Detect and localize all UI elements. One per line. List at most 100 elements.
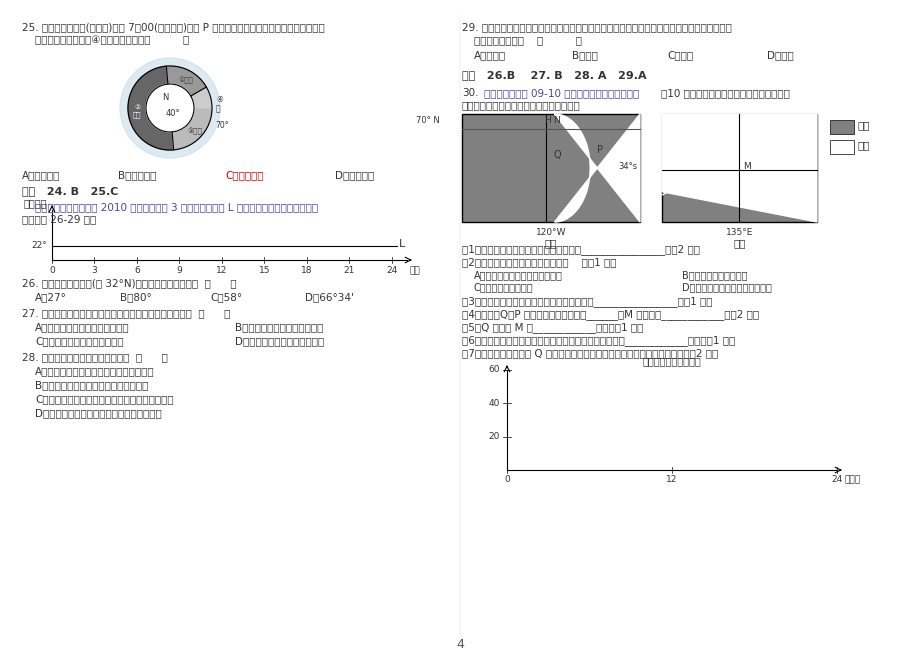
Text: 地方时: 地方时 — [844, 475, 860, 484]
Text: （吉林省吉林市 09-10 学年高三第一次模拟考试）: （吉林省吉林市 09-10 学年高三第一次模拟考试） — [483, 88, 639, 98]
Text: 3: 3 — [92, 266, 97, 275]
Text: 40: 40 — [488, 399, 499, 408]
Text: ③冬至: ③冬至 — [187, 128, 202, 135]
Text: 18: 18 — [301, 266, 312, 275]
Text: （4）该日，Q、P 两地的夜长大小关系是______，M 地昼长为____________。（2 分）: （4）该日，Q、P 两地的夜长大小关系是______，M 地昼长为_______… — [461, 309, 758, 320]
Text: C．温和多雨: C．温和多雨 — [225, 170, 264, 180]
Text: 黑夜: 黑夜 — [857, 120, 869, 130]
Text: N: N — [552, 116, 559, 125]
Text: （6）该日，游客在泰山观日出时，日出方位应位于泰山的____________方向。（1 分）: （6）该日，游客在泰山观日出时，日出方位应位于泰山的____________方向… — [461, 335, 734, 346]
Text: 太阳高度（单位：度）: 太阳高度（单位：度） — [642, 356, 700, 366]
Text: 40°: 40° — [165, 109, 180, 118]
Text: 24: 24 — [386, 266, 397, 275]
Text: ①夏至: ①夏至 — [178, 77, 193, 84]
Text: 太阳高度: 太阳高度 — [24, 198, 47, 208]
Text: 30.: 30. — [461, 88, 478, 98]
Text: A．两极地区的极昼时间将会变短: A．两极地区的极昼时间将会变短 — [35, 322, 130, 332]
Text: B．从地中海驶往大西洋的船只逆风逆水: B．从地中海驶往大西洋的船只逆风逆水 — [35, 380, 148, 390]
Text: B．地球上的温带范围将会扩大: B．地球上的温带范围将会扩大 — [234, 322, 323, 332]
Text: N: N — [162, 94, 168, 103]
Text: B．组约的白昼逐渐变短: B．组约的白昼逐渐变短 — [681, 270, 746, 280]
Bar — [829, 120, 853, 134]
Text: B．低温干燥: B．低温干燥 — [118, 170, 156, 180]
Wedge shape — [172, 108, 211, 150]
Text: 机物积累最多的是    （          ）: 机物积累最多的是 （ ） — [473, 35, 582, 45]
Text: 70° N: 70° N — [415, 116, 439, 125]
Text: （2）图示季节，下列说法正确的是（    ）（1 分）: （2）图示季节，下列说法正确的是（ ）（1 分） — [461, 257, 616, 267]
Text: 9: 9 — [176, 266, 182, 275]
Text: 请判断，此时下图中④地的气候特点是（          ）: 请判断，此时下图中④地的气候特点是（ ） — [35, 35, 189, 45]
Text: （1）图示时刻，太阳直射点的地理坐标是________________。（2 分）: （1）图示时刻，太阳直射点的地理坐标是________________。（2 分… — [461, 244, 699, 255]
Text: A．澳大利亚混合农业区的农民正在剪羊毛: A．澳大利亚混合农业区的农民正在剪羊毛 — [35, 366, 154, 376]
Text: 12: 12 — [216, 266, 227, 275]
Text: A．27°: A．27° — [35, 292, 67, 302]
Text: 34°s: 34°s — [618, 162, 636, 171]
Text: 15: 15 — [258, 266, 270, 275]
Text: 21: 21 — [344, 266, 355, 275]
Text: 60: 60 — [488, 366, 499, 375]
Text: 12: 12 — [665, 475, 677, 484]
Text: D．山东北丘洼的土壤盐分处于相对稳定状态: D．山东北丘洼的土壤盐分处于相对稳定状态 — [35, 408, 162, 418]
Wedge shape — [190, 87, 211, 108]
Text: 读图回答 26-29 题。: 读图回答 26-29 题。 — [22, 214, 96, 224]
Text: 6: 6 — [134, 266, 140, 275]
Text: 24: 24 — [831, 475, 842, 484]
Text: 图乙: 图乙 — [732, 238, 745, 248]
Polygon shape — [662, 114, 816, 195]
Text: D．66°34': D．66°34' — [305, 292, 354, 302]
Text: 25. 若该同学于某日(天气晴)早晨 7：00(北京时间)到达 P 点时看天空，太阳还未从地平线上升起，: 25. 若该同学于某日(天气晴)早晨 7：00(北京时间)到达 P 点时看天空，… — [22, 22, 324, 32]
Text: D．南京: D．南京 — [766, 50, 793, 60]
Text: 0: 0 — [49, 266, 55, 275]
Text: 135°E: 135°E — [725, 228, 753, 237]
Text: H: H — [544, 116, 550, 125]
Wedge shape — [166, 66, 206, 96]
Text: D．珠峰雪线拔达到一年中的最高: D．珠峰雪线拔达到一年中的最高 — [681, 282, 771, 292]
Text: A．北京地区正午树木的影子最短: A．北京地区正午树木的影子最短 — [473, 270, 562, 280]
Text: C．58°: C．58° — [210, 292, 242, 302]
Text: C．济南: C．济南 — [666, 50, 692, 60]
Text: 0: 0 — [504, 475, 509, 484]
Text: D．高温干燥: D．高温干燥 — [335, 170, 374, 180]
Text: 27. 若图示太阳高度角为当地一年中最大的太阳高度角，则  （      ）: 27. 若图示太阳高度角为当地一年中最大的太阳高度角，则 （ ） — [22, 308, 230, 318]
Text: A．高温多雨: A．高温多雨 — [22, 170, 61, 180]
Text: L: L — [399, 239, 404, 249]
Text: A．哈尔滨: A．哈尔滨 — [473, 50, 505, 60]
Text: 29. 植物有机物的积累与光照相关。夏至日，在气温和天气状况相同的情况下，下列各地积种有: 29. 植物有机物的积累与光照相关。夏至日，在气温和天气状况相同的情况下，下列各… — [461, 22, 732, 32]
Text: （贵州省清华实验学校 2010 届高三下学期 3 月月考）下图中 L 表示北半球某地太阳高度角，: （贵州省清华实验学校 2010 届高三下学期 3 月月考）下图中 L 表示北半球… — [35, 202, 318, 212]
Text: 4: 4 — [456, 638, 463, 651]
Bar — [829, 140, 853, 154]
Text: （5）Q 地位于 M 的____________方向。（1 分）: （5）Q 地位于 M 的____________方向。（1 分） — [461, 322, 642, 333]
Text: 28. 图示时间内相对应的地理现象是  （      ）: 28. 图示时间内相对应的地理现象是 （ ） — [22, 352, 167, 362]
Text: 秋: 秋 — [216, 105, 221, 114]
Text: P: P — [596, 145, 603, 154]
Text: 答案   26.B    27. B   28. A   29.A: 答案 26.B 27. B 28. A 29.A — [461, 70, 646, 80]
Text: C．巴西高原草木茂盛: C．巴西高原草木茂盛 — [473, 282, 533, 292]
Text: C．回归线将穿过我国的海南岛: C．回归线将穿过我国的海南岛 — [35, 336, 123, 346]
Polygon shape — [662, 114, 816, 222]
Text: B．80°: B．80° — [119, 292, 152, 302]
Text: 白昼: 白昼 — [857, 140, 869, 150]
Text: ②
春分: ② 春分 — [132, 104, 142, 118]
Bar — [461, 114, 640, 222]
Text: 20: 20 — [488, 432, 499, 441]
Wedge shape — [128, 66, 174, 150]
Circle shape — [146, 84, 194, 132]
Text: C．非洲肯尼亚草原上的斑马正在大规模向南迁徙: C．非洲肯尼亚草原上的斑马正在大规模向南迁徙 — [35, 394, 174, 404]
Text: 22°: 22° — [31, 241, 47, 250]
Text: 答案   24. B   25.C: 答案 24. B 25.C — [22, 186, 119, 196]
Bar — [662, 114, 816, 222]
Text: Q: Q — [553, 150, 561, 160]
Polygon shape — [554, 114, 640, 222]
Text: ④: ④ — [216, 95, 222, 105]
Text: （3）该日，正午太阳高度随纬度的变化规律是________________。（1 分）: （3）该日，正午太阳高度随纬度的变化规律是________________。（1… — [461, 296, 711, 307]
Text: M: M — [743, 162, 751, 171]
Text: 120°W: 120°W — [535, 228, 565, 237]
Text: 小时: 小时 — [410, 266, 420, 275]
Text: B．北京: B．北京 — [572, 50, 597, 60]
Text: 26. 此日江苏省南通市(约 32°N)的正午太阳高度角约是  （      ）: 26. 此日江苏省南通市(约 32°N)的正午太阳高度角约是 （ ） — [22, 278, 236, 288]
Text: （7）在下图中画出此日 Q 地对应点的太阳高度随时间变化的情况（用折线）。（2 分）: （7）在下图中画出此日 Q 地对应点的太阳高度随时间变化的情况（用折线）。（2 … — [461, 348, 718, 358]
Text: D．西风带的南北宽度将会缩小: D．西风带的南北宽度将会缩小 — [234, 336, 323, 346]
Text: 两区域昼夜分布情况，读图完成下列问题：: 两区域昼夜分布情况，读图完成下列问题： — [461, 100, 580, 110]
Text: （10 分）下面图甲和图乙是同一时刻地球上: （10 分）下面图甲和图乙是同一时刻地球上 — [660, 88, 789, 98]
Text: 70°: 70° — [215, 122, 229, 131]
